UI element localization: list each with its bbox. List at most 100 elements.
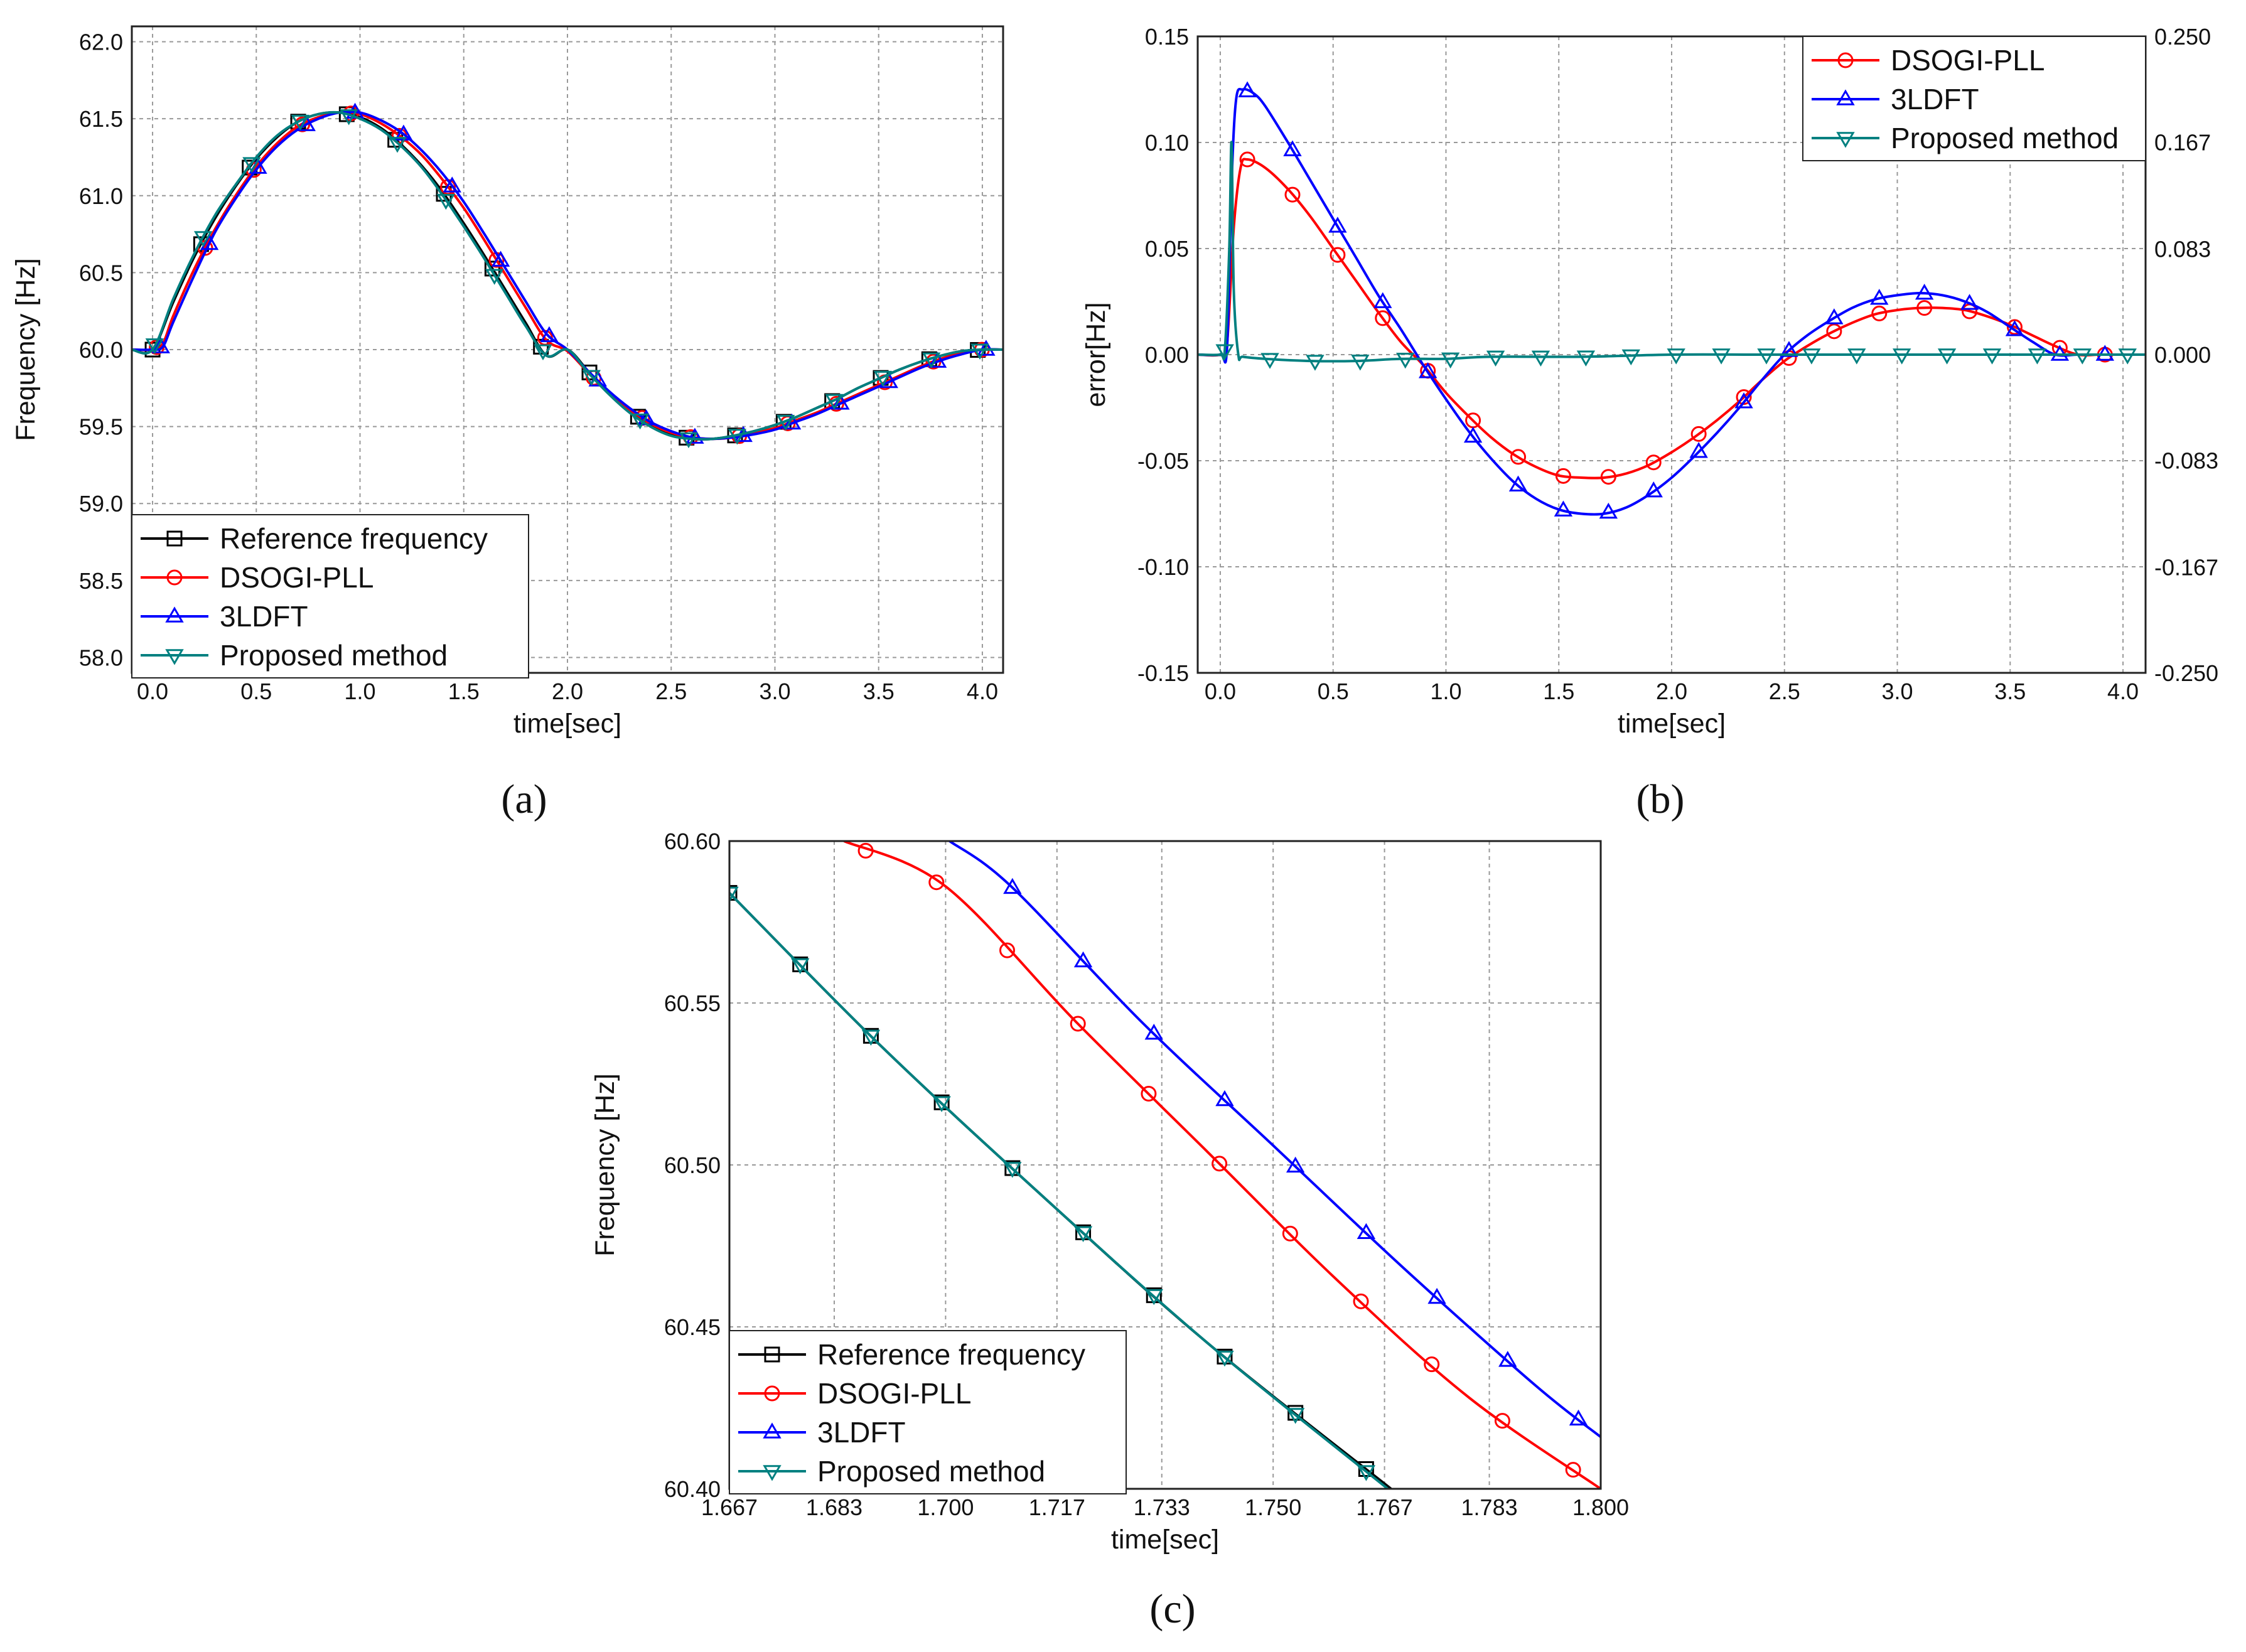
x-tick-label: 2.5 [1769, 678, 1800, 704]
plot-area [729, 841, 1601, 1489]
marker-3ldft [2095, 345, 2114, 361]
x-tick-label: 4.0 [967, 678, 998, 704]
marker-dsogi-pll [1282, 1225, 1298, 1242]
x-tick-label: 2.5 [655, 678, 687, 704]
marker-3ldft [443, 176, 461, 193]
marker-dsogi-pll [1375, 310, 1391, 326]
marker-proposed [1351, 355, 1370, 371]
legend-marker-reference [166, 530, 183, 547]
marker-3ldft [1644, 481, 1663, 498]
marker-dsogi-pll [1494, 1413, 1510, 1429]
series-line-proposed [729, 892, 1389, 1489]
marker-dsogi-pll [1600, 469, 1616, 485]
series-line-dsogi-pll [843, 841, 1601, 1489]
marker-proposed [1073, 1226, 1093, 1242]
series-markers-proposed [145, 109, 989, 449]
marker-reference [1287, 1405, 1304, 1421]
y-tick-label: 60.0 [79, 337, 123, 363]
y-tick-label: 60.50 [664, 1152, 721, 1178]
marker-3ldft [1073, 951, 1093, 968]
y-tick-label: 61.0 [79, 183, 123, 209]
y-tick-label: 62.0 [79, 30, 123, 55]
y-tick-label: 0.15 [1145, 24, 1189, 50]
legend-marker-3ldft [165, 606, 184, 623]
legend-label-proposed: Proposed method [1891, 122, 2119, 154]
x-tick-label: 1.733 [1134, 1494, 1190, 1520]
marker-dsogi-pll [857, 842, 874, 859]
marker-proposed [1144, 1289, 1163, 1306]
x-tick-label: 0.5 [240, 678, 272, 704]
marker-proposed [1441, 352, 1460, 369]
marker-dsogi-pll [1284, 186, 1301, 203]
legend-label-proposed: Proposed method [220, 639, 448, 672]
legend-label-3ldft: 3LDFT [220, 600, 308, 633]
marker-dsogi-pll [1690, 426, 1707, 442]
marker-3ldft [1554, 500, 1573, 517]
marker-3ldft [151, 337, 170, 353]
panel-caption: (b) [1636, 776, 1685, 822]
marker-3ldft [1283, 140, 1302, 156]
marker-proposed [922, 352, 941, 368]
marker-3ldft [1215, 1090, 1234, 1107]
y-tick-label: 61.5 [79, 106, 123, 132]
y-tick-label: 0.00 [1145, 342, 1189, 368]
marker-3ldft [977, 340, 996, 356]
y-tick-label: 0.10 [1145, 130, 1189, 156]
x-axis-label: time[sec] [1618, 709, 1726, 739]
marker-dsogi-pll [1555, 468, 1571, 484]
x-tick-label: 0.5 [1318, 678, 1349, 704]
x-tick-label: 2.0 [552, 678, 583, 704]
marker-dsogi-pll [1645, 454, 1662, 471]
marker-3ldft [1569, 1409, 1588, 1426]
x-tick-label: 0.0 [137, 678, 168, 704]
legend-marker-3ldft [1836, 89, 1855, 105]
x-tick-label: 1.0 [1430, 678, 1461, 704]
plot-area [1198, 81, 2146, 519]
marker-3ldft [1870, 289, 1889, 305]
panel-caption: (c) [1149, 1586, 1195, 1632]
y2-tick-label: 0.250 [2154, 24, 2211, 50]
marker-proposed [825, 394, 844, 410]
y2-tick-label: 0.000 [2154, 342, 2211, 368]
legend-marker-dsogi-pll [166, 569, 183, 586]
marker-proposed [582, 370, 601, 386]
legend-marker-dsogi-pll [1837, 52, 1854, 68]
x-tick-label: 1.667 [701, 1494, 758, 1520]
marker-proposed [630, 413, 650, 430]
marker-dsogi-pll [1916, 300, 1933, 316]
series-line-3ldft [948, 841, 1601, 1438]
marker-proposed [534, 344, 552, 361]
series-markers-dsogi-pll [1239, 151, 2113, 485]
marker-dsogi-pll [1510, 449, 1527, 465]
marker-proposed [1003, 1162, 1022, 1178]
marker-proposed [1982, 348, 2002, 365]
y2-tick-label: -0.250 [2154, 660, 2218, 686]
y-tick-label: 59.5 [79, 414, 123, 440]
marker-proposed [485, 269, 504, 285]
y2-tick-label: 0.167 [2154, 129, 2211, 155]
marker-dsogi-pll [1871, 305, 1888, 321]
marker-3ldft [2005, 320, 2024, 336]
marker-proposed [873, 370, 893, 387]
marker-reference [484, 260, 500, 277]
x-tick-label: 1.700 [917, 1494, 974, 1520]
marker-3ldft [1734, 392, 1753, 409]
marker-3ldft [1419, 362, 1437, 378]
marker-proposed [1937, 348, 1957, 365]
legend-label-proposed: Proposed method [817, 1455, 1045, 1488]
marker-dsogi-pll [928, 874, 945, 891]
marker-proposed [291, 114, 310, 131]
series-line-dsogi-pll [1198, 158, 2146, 480]
marker-dsogi-pll [1141, 1085, 1157, 1102]
legend-marker-proposed [763, 1465, 782, 1481]
y-tick-label: 60.40 [664, 1476, 721, 1502]
marker-proposed [679, 432, 698, 449]
marker-proposed [1667, 348, 1685, 365]
marker-3ldft [1373, 292, 1392, 308]
marker-3ldft [491, 250, 510, 267]
x-tick-label: 0.0 [1205, 678, 1236, 704]
y-axis-label: Frequency [Hz] [11, 258, 41, 441]
marker-proposed [1486, 350, 1505, 367]
x-tick-label: 1.683 [806, 1494, 862, 1520]
